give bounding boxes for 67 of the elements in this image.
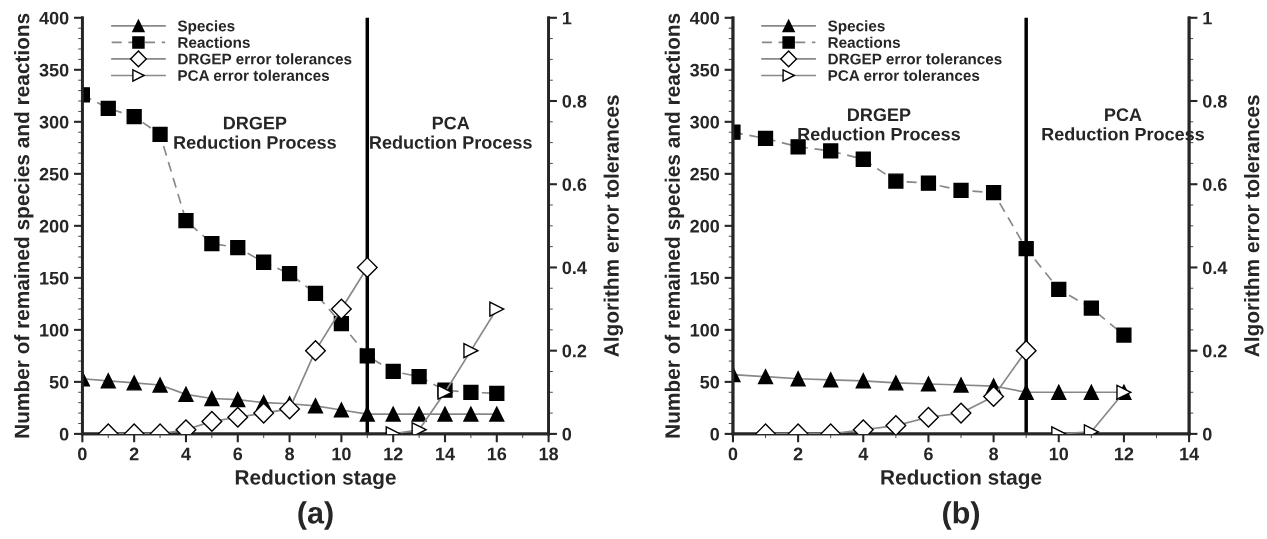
x-tick-label: 6: [924, 447, 933, 461]
y2-tick-label: 0.4: [1202, 261, 1228, 275]
x-tick-label: 2: [793, 447, 803, 461]
legend-label: Reactions: [178, 36, 250, 48]
y2-tick-label: 0: [562, 427, 572, 441]
y-tick-label: 0: [59, 427, 69, 441]
text: (b): [943, 501, 980, 530]
y-tick-label: 350: [690, 63, 720, 77]
legend-label: Species: [828, 20, 885, 35]
y-tick-label: 300: [39, 115, 69, 129]
y-tick-label: 300: [690, 115, 720, 129]
y2-tick-label: 0.8: [562, 94, 587, 108]
x-tick-label: 8: [285, 447, 295, 461]
y2-tick-label: 0.8: [1202, 94, 1227, 108]
legend-label: PCA error tolerances: [178, 69, 330, 81]
y2-tick-label: 1: [562, 11, 572, 25]
y-tick-label: 150: [690, 271, 720, 285]
y-tick-label: 200: [39, 219, 69, 233]
y2-tick-label: 0.2: [1202, 344, 1227, 358]
x-tick-label: 12: [1115, 447, 1134, 461]
x-tick-label: 12: [384, 447, 403, 461]
x-tick-label: 0: [728, 447, 738, 461]
y-tick-label: 100: [40, 323, 69, 337]
y-tick-label: 400: [39, 11, 69, 25]
annotation: PCA Reduction Process: [370, 116, 532, 149]
legend-label: Species: [177, 20, 235, 35]
legend-label: DRGEP error tolerances: [178, 53, 352, 65]
y2-tick-label: 1: [1203, 11, 1212, 25]
y2-tick-label: 0.2: [562, 344, 587, 358]
legend-label: PCA error tolerances: [828, 69, 980, 81]
x-tick-label: 18: [539, 447, 559, 461]
x-tick-label: 8: [989, 447, 999, 461]
x-tick-label: 16: [487, 447, 507, 461]
x-axis-title: Reduction stage: [235, 469, 396, 489]
y-axis-title: Number of remained species and reactions: [664, 13, 685, 438]
x-tick-label: 10: [1049, 447, 1069, 461]
y-tick-label: 50: [700, 375, 720, 389]
text: (a): [298, 501, 333, 530]
y2-axis-title: Algorithm error tolerances: [603, 95, 624, 357]
annotation: DRGEP Reduction Process: [174, 116, 336, 149]
y-tick-label: 250: [690, 167, 720, 181]
y-tick-label: 50: [49, 375, 69, 389]
x-tick-label: 0: [78, 447, 87, 461]
y-tick-label: 200: [690, 219, 720, 233]
annotation: DRGEP Reduction Process: [798, 108, 960, 141]
y2-tick-label: 0.4: [562, 261, 587, 275]
y-axis-title: Number of remained species and reactions: [14, 13, 34, 438]
x-tick-label: 10: [332, 447, 351, 461]
y-tick-label: 350: [39, 63, 69, 77]
legend-label: Reactions: [828, 36, 900, 48]
x-tick-label: 14: [436, 447, 455, 461]
x-tick-label: 4: [181, 447, 191, 461]
x-axis-title: Reduction stage: [881, 469, 1042, 489]
y-tick-label: 150: [40, 271, 69, 285]
x-tick-label: 6: [233, 447, 243, 461]
y2-axis-title: Algorithm error tolerances: [1244, 95, 1264, 357]
y2-tick-label: 0: [1202, 427, 1212, 441]
y-tick-label: 400: [689, 11, 720, 25]
y-tick-label: 250: [39, 167, 69, 181]
y-tick-label: 100: [690, 323, 720, 337]
y2-tick-label: 0.6: [1202, 178, 1227, 191]
legend-label: DRGEP error tolerances: [828, 53, 1002, 65]
x-tick-label: 2: [129, 447, 139, 461]
y2-tick-label: 0.6: [562, 178, 587, 191]
y-tick-label: 0: [710, 427, 720, 441]
x-tick-label: 4: [858, 447, 869, 461]
x-tick-label: 14: [1180, 447, 1200, 461]
